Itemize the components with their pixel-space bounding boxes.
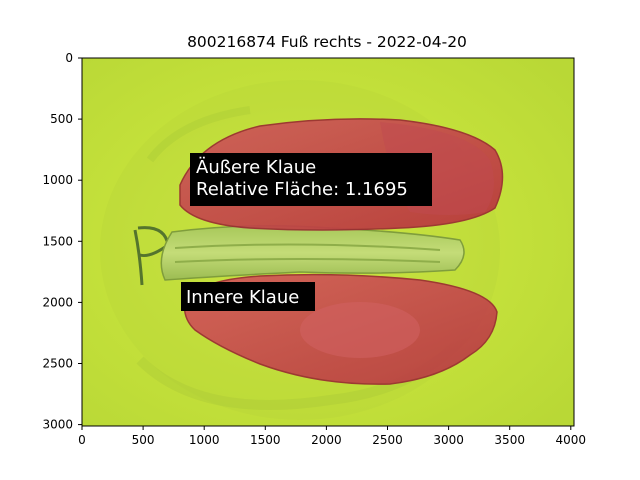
x-tick-label: 1500 [250,433,281,447]
outer-claw-label: Äußere Klaue [196,157,316,178]
x-tick-label: 3500 [494,433,525,447]
x-tick-label: 0 [78,433,86,447]
x-tick-label: 2000 [311,433,342,447]
y-tick-label: 1500 [42,234,73,248]
y-tick-label: 0 [65,51,73,65]
y-tick-label: 500 [50,112,73,126]
x-tick-label: 500 [132,433,155,447]
outer-claw-label-box [190,153,432,206]
x-tick-label: 1000 [189,433,220,447]
outer-claw-annotation: Äußere Klaue Relative Fläche: 1.1695 [190,153,432,206]
y-tick-label: 3000 [42,418,73,432]
x-tick-label: 3000 [433,433,464,447]
y-tick-label: 1000 [42,173,73,187]
x-axis: 0 500 1000 1500 2000 2500 3000 3500 4000 [78,426,586,447]
inner-claw-label: Innere Klaue [186,287,299,308]
plot-title: 800216874 Fuß rechts - 2022-04-20 [187,33,467,51]
y-axis: 0 500 1000 1500 2000 2500 3000 [42,51,82,432]
inner-claw-label-box [181,282,315,311]
y-tick-label: 2000 [42,295,73,309]
y-tick-label: 2500 [42,357,73,371]
x-tick-label: 2500 [372,433,403,447]
x-tick-label: 4000 [556,433,587,447]
axes-frame [81,57,575,427]
inner-claw-annotation: Innere Klaue [181,282,315,311]
outer-claw-area-label: Relative Fläche: 1.1695 [196,179,408,200]
claw-photo [82,58,574,426]
